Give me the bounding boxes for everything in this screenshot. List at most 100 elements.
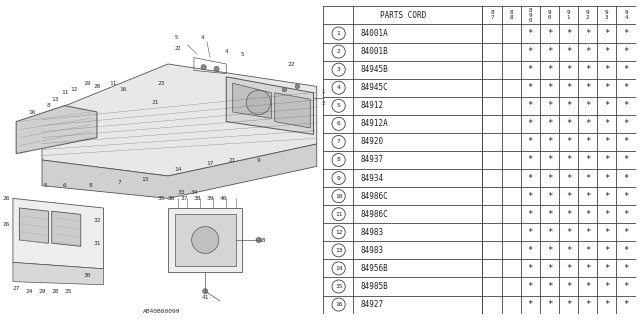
Text: *: * bbox=[604, 83, 609, 92]
Text: 8
8: 8 8 bbox=[509, 11, 513, 20]
Text: 4: 4 bbox=[200, 35, 204, 40]
Text: *: * bbox=[566, 282, 572, 291]
Text: 26: 26 bbox=[3, 221, 10, 227]
Text: *: * bbox=[585, 119, 590, 128]
Text: *: * bbox=[604, 156, 609, 164]
Text: *: * bbox=[604, 228, 609, 237]
Text: 5: 5 bbox=[241, 52, 244, 57]
Text: 14: 14 bbox=[335, 266, 342, 271]
Text: 19: 19 bbox=[83, 81, 91, 86]
Text: *: * bbox=[604, 282, 609, 291]
Text: 31: 31 bbox=[93, 241, 100, 246]
Polygon shape bbox=[233, 83, 271, 118]
Text: *: * bbox=[585, 137, 590, 147]
Text: 16: 16 bbox=[119, 87, 127, 92]
Text: *: * bbox=[527, 192, 533, 201]
Circle shape bbox=[203, 289, 208, 294]
Text: 22: 22 bbox=[175, 46, 181, 51]
Circle shape bbox=[246, 90, 271, 115]
Text: 24: 24 bbox=[26, 289, 33, 294]
Text: 9
1: 9 1 bbox=[567, 11, 570, 20]
Polygon shape bbox=[42, 64, 317, 176]
Text: 84912A: 84912A bbox=[361, 119, 388, 128]
Text: 27: 27 bbox=[12, 285, 20, 291]
Text: *: * bbox=[604, 210, 609, 219]
Text: 84985B: 84985B bbox=[361, 282, 388, 291]
Text: *: * bbox=[623, 192, 628, 201]
Text: *: * bbox=[585, 282, 590, 291]
Text: 38: 38 bbox=[193, 196, 201, 201]
Text: *: * bbox=[585, 192, 590, 201]
Polygon shape bbox=[19, 208, 49, 243]
Text: *: * bbox=[604, 65, 609, 74]
Text: *: * bbox=[527, 228, 533, 237]
Text: 14: 14 bbox=[174, 167, 182, 172]
Text: *: * bbox=[547, 300, 552, 309]
Text: *: * bbox=[527, 101, 533, 110]
Text: *: * bbox=[623, 210, 628, 219]
Text: *: * bbox=[527, 246, 533, 255]
Text: *: * bbox=[623, 29, 628, 38]
Text: *: * bbox=[566, 101, 572, 110]
Text: *: * bbox=[547, 173, 552, 183]
Text: 84937: 84937 bbox=[361, 156, 384, 164]
Text: 3: 3 bbox=[337, 67, 340, 72]
Polygon shape bbox=[13, 198, 104, 269]
Text: *: * bbox=[585, 156, 590, 164]
Text: 35: 35 bbox=[158, 196, 165, 201]
Text: *: * bbox=[566, 264, 572, 273]
Text: 13: 13 bbox=[335, 248, 342, 253]
Text: 23: 23 bbox=[158, 81, 165, 86]
Text: *: * bbox=[604, 173, 609, 183]
Text: *: * bbox=[547, 228, 552, 237]
Text: *: * bbox=[604, 137, 609, 147]
Text: *: * bbox=[623, 228, 628, 237]
Text: 7: 7 bbox=[118, 180, 122, 185]
Text: 12: 12 bbox=[70, 87, 78, 92]
Text: 34: 34 bbox=[190, 189, 198, 195]
Text: 84934: 84934 bbox=[361, 173, 384, 183]
Text: 2: 2 bbox=[337, 49, 340, 54]
Text: 11: 11 bbox=[61, 90, 68, 95]
Text: *: * bbox=[527, 210, 533, 219]
Text: 11: 11 bbox=[109, 81, 117, 86]
Text: *: * bbox=[604, 264, 609, 273]
Text: *: * bbox=[527, 300, 533, 309]
Circle shape bbox=[201, 65, 206, 70]
Text: *: * bbox=[527, 137, 533, 147]
Text: *: * bbox=[547, 83, 552, 92]
Text: *: * bbox=[527, 264, 533, 273]
Polygon shape bbox=[16, 106, 97, 154]
Text: 4: 4 bbox=[337, 85, 340, 90]
Text: *: * bbox=[527, 156, 533, 164]
Text: 8: 8 bbox=[47, 103, 51, 108]
Text: *: * bbox=[585, 83, 590, 92]
Text: *: * bbox=[527, 65, 533, 74]
Text: *: * bbox=[623, 119, 628, 128]
Text: 12: 12 bbox=[335, 230, 342, 235]
Text: *: * bbox=[547, 282, 552, 291]
Text: 4: 4 bbox=[225, 49, 228, 54]
Polygon shape bbox=[52, 211, 81, 246]
Text: *: * bbox=[566, 300, 572, 309]
Text: *: * bbox=[623, 173, 628, 183]
Text: 20: 20 bbox=[93, 84, 100, 89]
Text: *: * bbox=[585, 47, 590, 56]
Text: *: * bbox=[623, 264, 628, 273]
Text: 21: 21 bbox=[229, 157, 236, 163]
Text: 15: 15 bbox=[335, 284, 342, 289]
Text: *: * bbox=[566, 192, 572, 201]
Polygon shape bbox=[275, 93, 310, 128]
Text: 32: 32 bbox=[93, 218, 100, 223]
Text: *: * bbox=[604, 47, 609, 56]
Text: *: * bbox=[566, 156, 572, 164]
Text: *: * bbox=[623, 65, 628, 74]
Text: *: * bbox=[547, 137, 552, 147]
Text: *: * bbox=[623, 83, 628, 92]
Text: *: * bbox=[547, 246, 552, 255]
Text: 9
3: 9 3 bbox=[605, 11, 609, 20]
Text: *: * bbox=[604, 119, 609, 128]
Text: 22: 22 bbox=[287, 61, 294, 67]
Text: *: * bbox=[566, 246, 572, 255]
Circle shape bbox=[191, 227, 219, 253]
